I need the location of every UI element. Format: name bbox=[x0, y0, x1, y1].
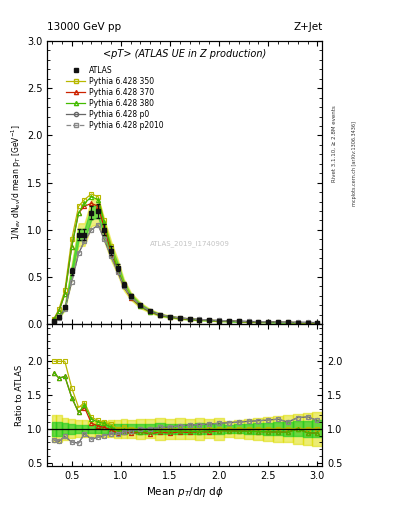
Text: 13000 GeV pp: 13000 GeV pp bbox=[47, 23, 121, 32]
Text: Z+Jet: Z+Jet bbox=[293, 23, 322, 32]
Y-axis label: Ratio to ATLAS: Ratio to ATLAS bbox=[15, 365, 24, 425]
Text: <pT> (ATLAS UE in Z production): <pT> (ATLAS UE in Z production) bbox=[103, 50, 266, 59]
Legend: ATLAS, Pythia 6.428 350, Pythia 6.428 370, Pythia 6.428 380, Pythia 6.428 p0, Py: ATLAS, Pythia 6.428 350, Pythia 6.428 37… bbox=[65, 65, 165, 131]
X-axis label: Mean $p_T$/d$\eta$ d$\phi$: Mean $p_T$/d$\eta$ d$\phi$ bbox=[146, 485, 224, 499]
Text: ATLAS_2019_I1740909: ATLAS_2019_I1740909 bbox=[150, 240, 230, 247]
Text: Rivet 3.1.10, ≥ 2.8M events: Rivet 3.1.10, ≥ 2.8M events bbox=[332, 105, 337, 182]
Text: mcplots.cern.ch [arXiv:1306.3436]: mcplots.cern.ch [arXiv:1306.3436] bbox=[352, 121, 357, 206]
Y-axis label: 1/N$_{ev}$ dN$_{ev}$/d mean p$_T$ [GeV$^{-1}$]: 1/N$_{ev}$ dN$_{ev}$/d mean p$_T$ [GeV$^… bbox=[9, 125, 24, 241]
